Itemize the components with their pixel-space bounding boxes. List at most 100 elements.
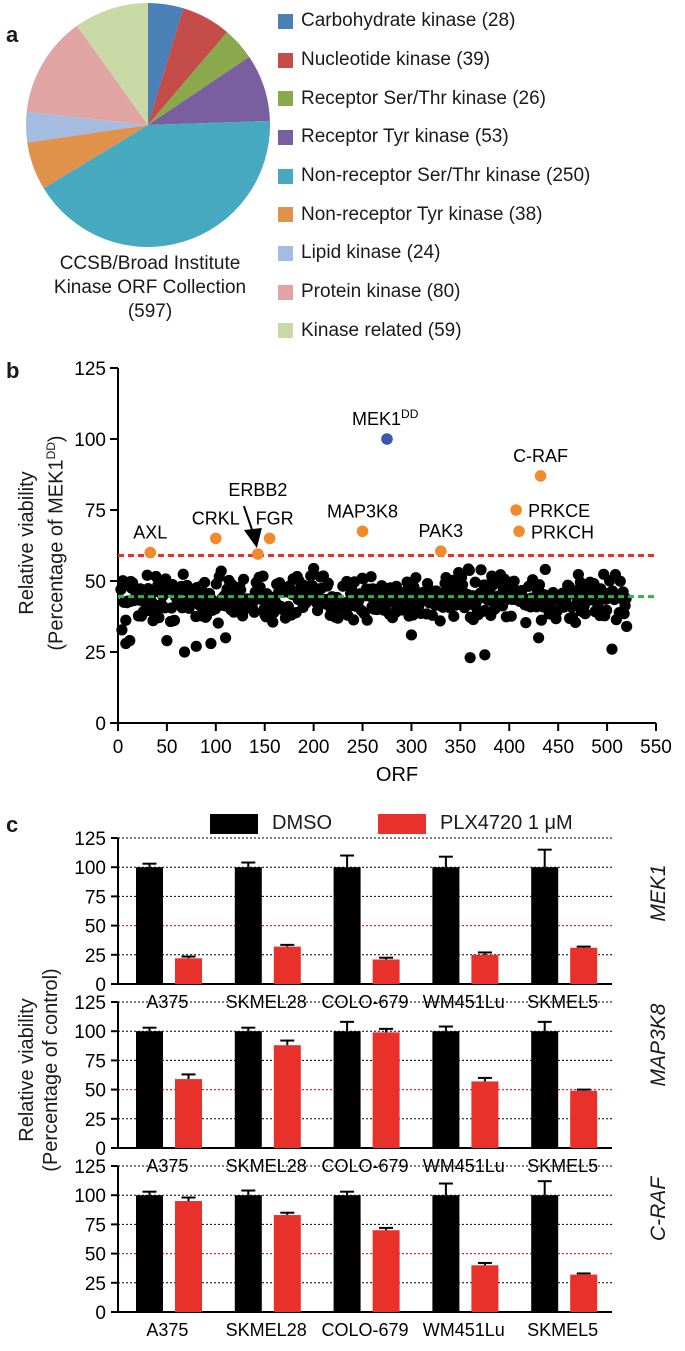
legend-swatch-4 xyxy=(278,168,293,184)
bar-dmso-skmel5 xyxy=(531,1195,559,1312)
pie-caption-line-1: CCSB/Broad Institute xyxy=(59,253,241,274)
scatter-point xyxy=(533,579,546,591)
pie-slice-8 xyxy=(77,3,148,125)
bar-y-tick-label-mek1-2: 50 xyxy=(85,917,106,938)
scatter-x-axis-label: ORF xyxy=(376,764,418,786)
scatter-x-tick-label-0: 0 xyxy=(113,737,124,758)
scatter-outlier-point xyxy=(190,640,202,652)
scatter-point xyxy=(365,571,377,583)
scatter-y-axis-label: Relative viability (Percentage of MEK1DD… xyxy=(15,393,68,693)
legend-label-plx4720: PLX4720 1 μM xyxy=(440,812,573,834)
pie-slice-4 xyxy=(43,120,271,247)
bar-dmso-colo-679 xyxy=(333,1031,361,1148)
bar-plx4720-a375 xyxy=(175,958,202,984)
scatter-outlier-point xyxy=(220,632,232,644)
bar-y-tick-label-c-raf-4: 100 xyxy=(74,1186,106,1207)
bar-plx4720-wm451lu xyxy=(471,1081,499,1148)
bar-category-label-skmel28: SKMEL28 xyxy=(226,1320,307,1340)
bar-dmso-colo-679 xyxy=(333,867,361,984)
bar-plx4720-skmel5 xyxy=(570,947,598,984)
bar-dmso-a375 xyxy=(136,1031,163,1148)
scatter-y-tick-label-1: 25 xyxy=(85,643,106,664)
gene-label-c-raf: C-RAF xyxy=(647,1176,670,1242)
scatter-point xyxy=(614,575,626,587)
legend-label-8: Kinase related (59) xyxy=(301,319,462,341)
scatter-point xyxy=(539,563,551,576)
highlight-label-map3k8: MAP3K8 xyxy=(327,501,398,521)
scatter-x-tick-label-6: 300 xyxy=(396,737,428,758)
scatter-y-tick-label-2: 50 xyxy=(85,572,106,593)
legend-label-7: Protein kinase (80) xyxy=(301,281,461,303)
pie-slice-7 xyxy=(26,25,148,125)
pie-caption-line-3: (597) xyxy=(127,301,173,322)
bar-dmso-wm451lu xyxy=(432,1195,460,1312)
legend-label-dmso: DMSO xyxy=(272,812,332,834)
scatter-point xyxy=(505,610,517,622)
scatter-y-label-line-1: Relative viability xyxy=(16,471,38,615)
scatter-point xyxy=(620,593,632,605)
legend-item-5: Non-receptor Tyr kinase (38) xyxy=(278,195,590,234)
scatter-x-tick-label-10: 500 xyxy=(591,737,623,758)
panel-a-letter: a xyxy=(6,22,19,47)
pie-slice-1 xyxy=(148,8,228,126)
legend-item-2: Receptor Ser/Thr kinase (26) xyxy=(278,79,590,118)
scatter-point xyxy=(410,572,422,584)
scatter-x-tick-label-5: 250 xyxy=(347,737,379,758)
highlight-point-map3k8 xyxy=(356,525,369,538)
scatter-outlier-point xyxy=(178,646,191,658)
scatter-point xyxy=(569,616,582,629)
scatter-point xyxy=(322,577,334,589)
bar-y-label-line-1: Relative viability xyxy=(16,998,38,1142)
legend-item-6: Lipid kinase (24) xyxy=(278,234,590,273)
bar-category-label-a375: A375 xyxy=(146,1320,188,1340)
highlight-point-prkch xyxy=(513,525,525,538)
bar-y-tick-label-map3k8-5: 125 xyxy=(74,993,106,1014)
highlight-point-axl xyxy=(144,546,157,559)
scatter-point xyxy=(141,569,153,581)
scatter-point xyxy=(347,614,360,626)
bar-y-tick-label-map3k8-0: 0 xyxy=(95,1139,106,1160)
scatter-x-tick-label-11: 550 xyxy=(640,737,672,758)
panel-b-letter: b xyxy=(6,358,20,383)
highlight-point-fgr xyxy=(263,532,276,545)
scatter-x-tick-label-7: 350 xyxy=(445,737,477,758)
scatter-point xyxy=(150,570,162,583)
scatter-y-tick-label-3: 75 xyxy=(85,501,106,522)
pie-legend: Carbohydrate kinase (28) Nucleotide kinas… xyxy=(278,2,590,350)
pie-caption-line-2: Kinase ORF Collection xyxy=(53,277,247,298)
legend-swatch-5 xyxy=(278,207,293,223)
scatter-point xyxy=(408,581,420,593)
pie-caption: CCSB/Broad Institute Kinase ORF Collecti… xyxy=(0,252,300,324)
pie-slice-0 xyxy=(148,3,184,125)
legend-swatch-2 xyxy=(278,91,293,107)
scatter-point xyxy=(426,609,438,621)
highlight-point-pak3 xyxy=(435,545,447,557)
gene-label-mek1: MEK1 xyxy=(647,864,670,922)
highlight-point-crkl xyxy=(210,532,222,545)
legend-swatch-0 xyxy=(278,13,293,29)
highlight-label-erbb2: ERBB2 xyxy=(228,480,287,500)
legend-label-1: Nucleotide kinase (39) xyxy=(301,49,491,71)
bar-charts: 0 25 50 75 100 125 A375 SKMEL28 COLO-679 WM451Lu S… xyxy=(74,830,612,1340)
legend-label-3: Receptor Tyr kinase (53) xyxy=(301,126,509,148)
bar-dmso-skmel5 xyxy=(531,1031,559,1148)
scatter-x-tick-label-9: 450 xyxy=(542,737,574,758)
bar-y-tick-label-c-raf-5: 125 xyxy=(74,1157,106,1178)
scatter-x-tick-label-1: 50 xyxy=(156,737,177,758)
bar-category-label-colo-679: COLO-679 xyxy=(321,1156,408,1176)
bar-dmso-wm451lu xyxy=(432,867,460,984)
scatter-outlier-point xyxy=(464,652,476,664)
bar-plx4720-colo-679 xyxy=(372,959,400,984)
highlight-point-erbb2 xyxy=(252,548,264,560)
scatter-point xyxy=(535,614,547,626)
legend-item-0: Carbohydrate kinase (28) xyxy=(278,2,590,41)
scatter-point xyxy=(120,614,132,626)
bar-dmso-a375 xyxy=(136,1195,163,1312)
legend-label-6: Lipid kinase (24) xyxy=(301,242,441,264)
scatter-point xyxy=(308,562,320,575)
highlight-label-prkch: PRKCH xyxy=(531,522,594,542)
bar-dmso-skmel28 xyxy=(234,1195,262,1312)
bar-dmso-skmel5 xyxy=(531,867,559,984)
scatter-point xyxy=(237,573,250,585)
bar-plx4720-skmel5 xyxy=(570,1274,598,1312)
